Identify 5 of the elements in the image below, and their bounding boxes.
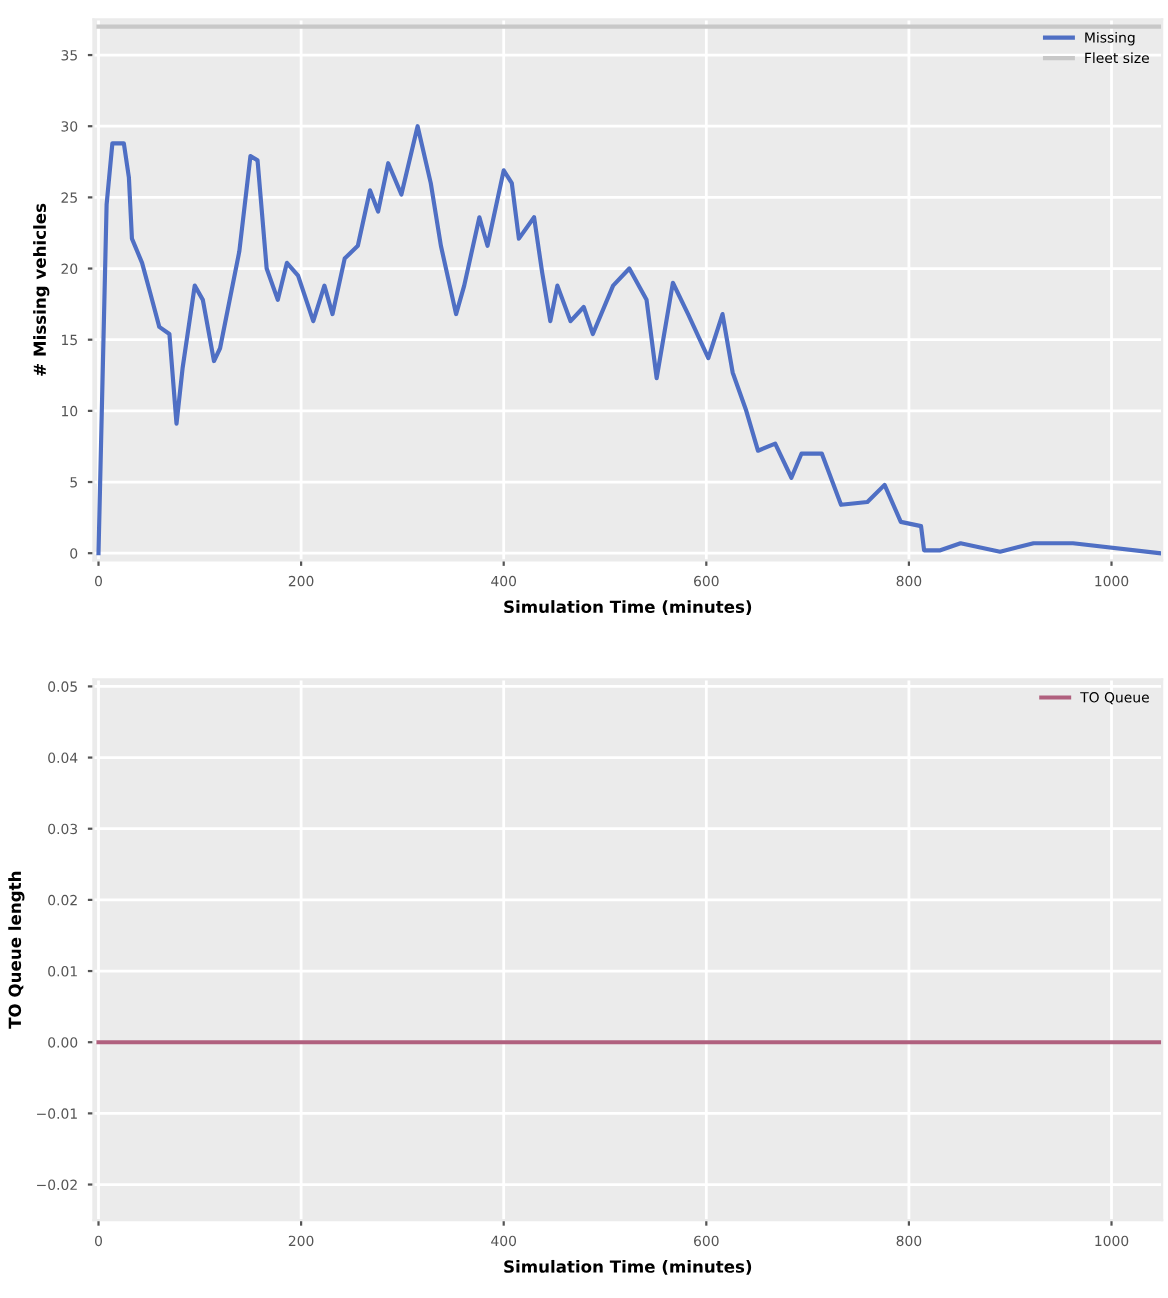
x-axis-title: Simulation Time (minutes)	[504, 1259, 752, 1275]
y-axis-title: TO Queue length	[8, 871, 25, 1029]
y-axis-title: # Missing vehicles	[33, 203, 50, 376]
x-axis-title: Simulation Time (minutes)	[504, 600, 752, 615]
line-series	[96, 124, 1162, 556]
